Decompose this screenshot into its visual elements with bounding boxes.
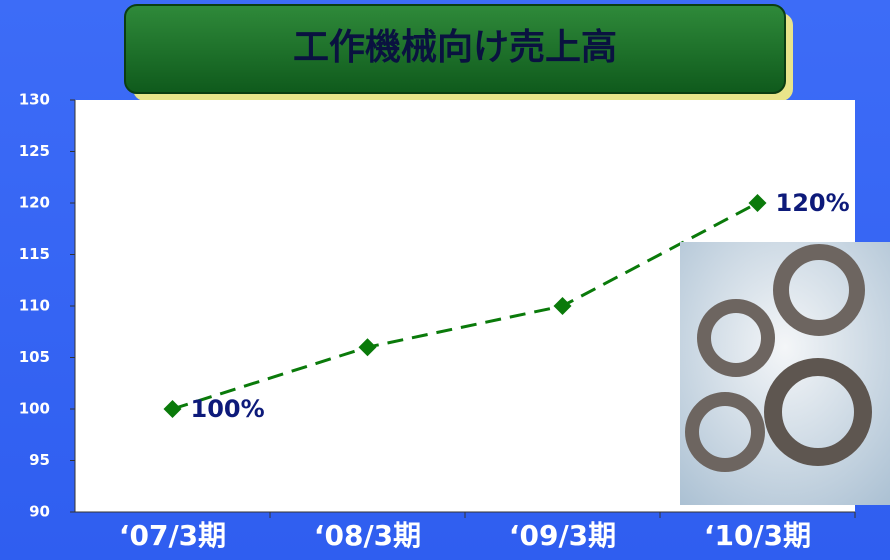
y-tick-label: 115 [19,245,50,263]
y-tick-label: 110 [19,297,50,315]
bearing [697,299,775,377]
marker [748,194,767,212]
y-tick-label: 125 [19,142,50,160]
x-tick-label: ‘10/3期 [704,519,811,552]
y-tick-label: 100 [19,400,50,418]
title-box [124,4,786,94]
line [172,201,759,411]
bearing [685,392,765,472]
bearing [773,244,865,336]
bearing [764,358,872,466]
marker [163,400,182,418]
y-tick-label: 120 [19,194,50,212]
y-tick-label: 90 [29,503,50,521]
value-label: 120% [776,189,850,217]
y-tick-label: 130 [19,91,50,109]
chart-title: 工作機械向け売上高 [293,27,617,68]
y-tick-label: 105 [19,348,50,366]
x-tick-label: ‘07/3期 [119,519,226,552]
marker [358,338,377,357]
x-tick-label: ‘08/3期 [314,519,421,552]
value-label: 100% [191,395,265,423]
marker [553,297,572,315]
bearing-photo [680,242,890,505]
y-tick-label: 95 [29,451,50,469]
x-tick-label: ‘09/3期 [509,519,616,552]
